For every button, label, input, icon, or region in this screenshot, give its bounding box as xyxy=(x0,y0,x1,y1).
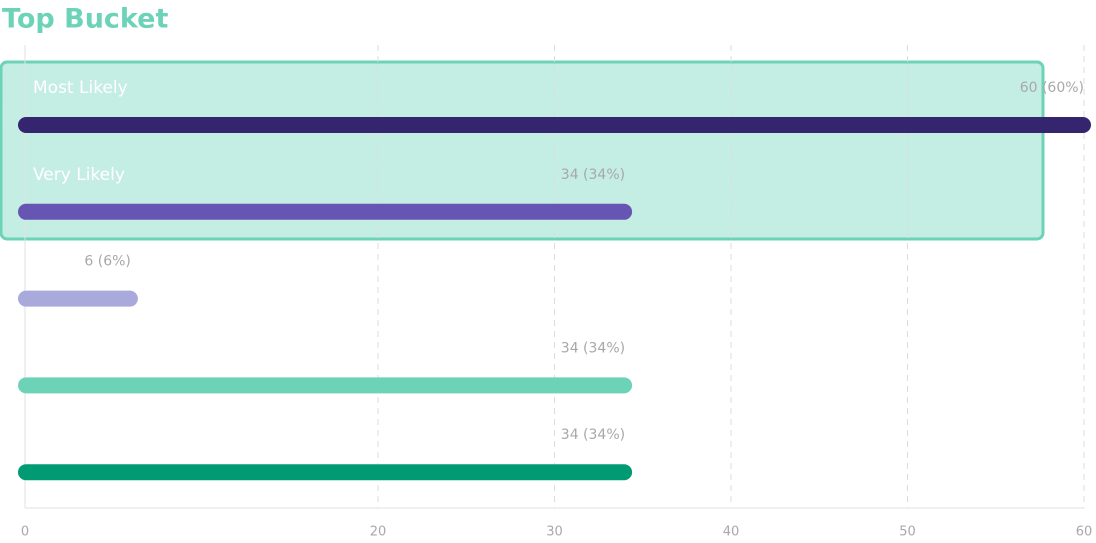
chart-title: Top Bucket xyxy=(2,4,168,35)
value-label: 6 (6%) xyxy=(84,254,131,270)
x-tick-label: 0 xyxy=(21,525,29,540)
x-tick-label: 60 xyxy=(1076,525,1093,540)
bar xyxy=(18,203,633,220)
value-label: 60 (60%) xyxy=(1020,80,1084,96)
x-tick-label: 50 xyxy=(899,525,916,540)
x-tick-label: 30 xyxy=(546,525,563,540)
x-tick-label: 20 xyxy=(370,525,387,540)
bar xyxy=(18,377,633,394)
bar xyxy=(18,117,1091,133)
category-label: Very Likely xyxy=(33,165,125,185)
bar xyxy=(18,464,633,481)
category-label: Most Likely xyxy=(33,78,128,98)
value-label: 34 (34%) xyxy=(561,427,625,443)
bar xyxy=(18,290,138,307)
value-label: 34 (34%) xyxy=(561,167,625,183)
highlight-box xyxy=(0,60,1045,241)
x-tick-label: 40 xyxy=(723,525,740,540)
value-label: 34 (34%) xyxy=(561,340,625,356)
